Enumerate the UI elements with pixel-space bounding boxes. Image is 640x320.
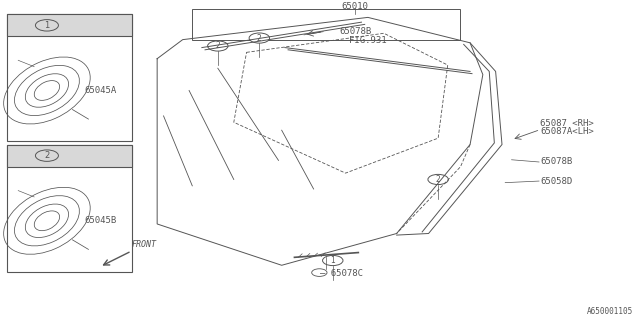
Text: 2: 2: [257, 34, 262, 43]
Text: A650001105: A650001105: [587, 307, 633, 316]
Bar: [7, 145, 132, 272]
Circle shape: [249, 33, 269, 43]
Bar: [7, 145, 132, 167]
Text: FIG.931: FIG.931: [349, 36, 387, 45]
Bar: [7, 14, 132, 141]
Text: 2: 2: [436, 175, 440, 184]
Text: 65087 <RH>: 65087 <RH>: [540, 119, 594, 128]
Text: 65078B: 65078B: [339, 27, 371, 36]
Bar: [192, 10, 461, 40]
Text: 65058D: 65058D: [540, 177, 573, 186]
Text: 65045A: 65045A: [84, 86, 116, 95]
Circle shape: [323, 255, 343, 266]
Text: 65010: 65010: [342, 2, 369, 11]
Text: 2: 2: [216, 42, 220, 51]
Text: 1: 1: [330, 256, 335, 265]
Text: 65045B: 65045B: [84, 216, 116, 225]
Text: FRONT: FRONT: [132, 240, 157, 249]
Circle shape: [428, 174, 449, 185]
Text: 2: 2: [44, 151, 49, 160]
Text: — 65078C: — 65078C: [320, 269, 363, 278]
Text: 65087A<LH>: 65087A<LH>: [540, 127, 594, 136]
Text: 65078B: 65078B: [540, 157, 573, 166]
Text: 1: 1: [44, 21, 49, 30]
Circle shape: [207, 41, 228, 51]
Bar: [7, 14, 132, 36]
